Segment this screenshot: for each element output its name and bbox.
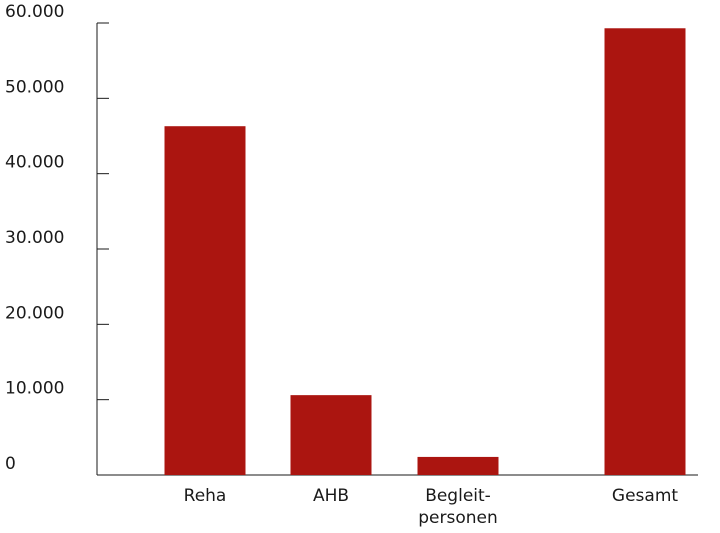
- category-label: Begleit-personen: [418, 486, 498, 528]
- category-label-line: Gesamt: [612, 486, 678, 506]
- y-tick-label: 40.000: [5, 153, 64, 173]
- bar: [417, 456, 499, 475]
- category-label-line: personen: [418, 508, 498, 528]
- bar: [604, 28, 686, 475]
- category-label-line: Begleit-: [425, 486, 491, 506]
- category-label-line: AHB: [313, 486, 349, 506]
- category-label-line: Reha: [184, 486, 227, 506]
- category-label: AHB: [313, 486, 349, 506]
- category-label: Reha: [184, 486, 227, 506]
- bar: [164, 126, 246, 475]
- bar: [290, 395, 372, 475]
- y-tick-label: 20.000: [5, 303, 64, 323]
- category-label: Gesamt: [612, 486, 678, 506]
- y-tick-label: 30.000: [5, 228, 64, 248]
- y-tick-label: 0: [5, 454, 16, 474]
- category-labels: Reha AHB Begleit-personen Gesamt: [184, 486, 679, 528]
- y-tick-label: 50.000: [5, 77, 64, 97]
- y-tick-label: 10.000: [5, 379, 64, 399]
- bars: [164, 28, 686, 475]
- y-tick-label: 60.000: [5, 2, 64, 22]
- y-axis: 0 10.000 20.000 30.000 40.000 50.000 60.000: [5, 2, 109, 475]
